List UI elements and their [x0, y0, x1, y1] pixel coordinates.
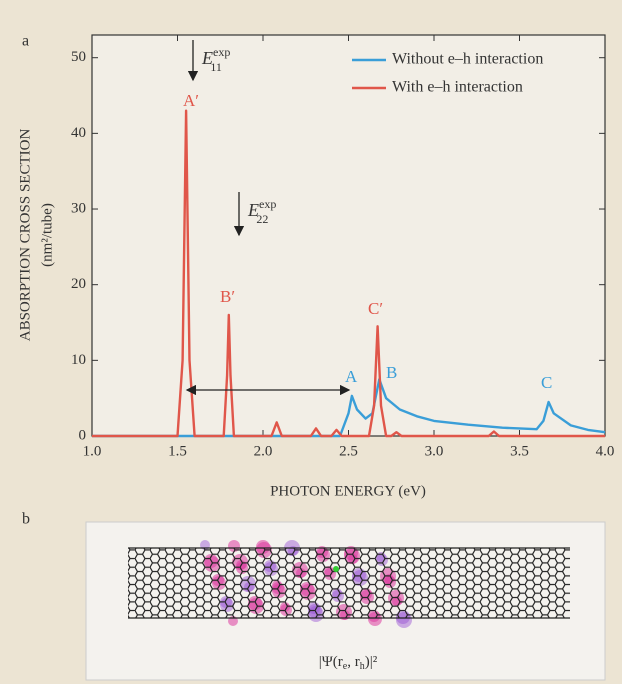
- legend-label: With e–h interaction: [392, 79, 523, 96]
- x-tick-label: 2.5: [339, 443, 358, 459]
- energy-symbol: E: [201, 48, 213, 68]
- y-tick-label: 40: [71, 125, 86, 141]
- panel-label: b: [22, 511, 30, 528]
- x-tick-label: 3.5: [510, 443, 529, 459]
- y-tick-label: 20: [71, 276, 86, 292]
- series-line: [92, 109, 605, 438]
- energy-sup: exp: [259, 197, 276, 211]
- x-axis-label: PHOTON ENERGY (eV): [270, 483, 426, 499]
- energy-sub: 22: [256, 212, 268, 226]
- plot-area: [91, 34, 606, 437]
- x-tick-label: 1.0: [83, 443, 102, 459]
- series-line: [92, 378, 606, 438]
- panel-label: a: [22, 33, 29, 50]
- nanotube: [128, 548, 570, 618]
- y-axis-label: ABSORPTION CROSS SECTION: [17, 129, 33, 342]
- peak-label: C′: [368, 299, 383, 318]
- energy-sup: exp: [213, 45, 230, 59]
- y-tick-label: 0: [79, 427, 87, 443]
- peak-label: B: [386, 363, 397, 382]
- peak-label: A: [345, 367, 358, 386]
- peak-label: B′: [220, 287, 235, 306]
- caption: |Ψ(re, rh)|²: [319, 654, 378, 672]
- hole-position: [333, 566, 339, 572]
- energy-symbol: E: [247, 200, 259, 220]
- x-tick-label: 2.0: [254, 443, 273, 459]
- x-tick-label: 3.0: [425, 443, 444, 459]
- y-tick-label: 10: [71, 352, 86, 368]
- y-axis-unit: (nm²/tube): [39, 203, 55, 267]
- x-tick-label: 4.0: [596, 443, 615, 459]
- y-tick-label: 30: [71, 200, 86, 216]
- energy-sub: 11: [210, 60, 222, 74]
- x-tick-label: 1.5: [168, 443, 187, 459]
- y-tick-label: 50: [71, 49, 86, 65]
- energy-label: Eexp 22: [247, 197, 276, 226]
- legend-label: Without e–h interaction: [392, 51, 543, 68]
- energy-label: Eexp 11: [201, 45, 230, 74]
- peak-label: A′: [183, 91, 199, 110]
- peak-label: C: [541, 373, 552, 392]
